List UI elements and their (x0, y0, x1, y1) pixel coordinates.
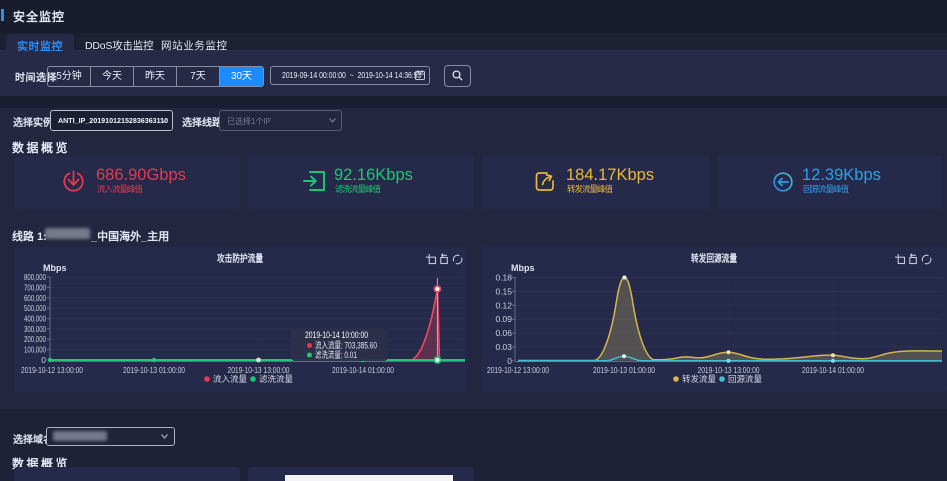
svg-text:Mbps: Mbps (511, 263, 535, 273)
svg-text:0.06: 0.06 (495, 328, 512, 338)
svg-text:转发回源流量: 转发回源流量 (691, 252, 737, 265)
svg-text:2019-10-14 01:00:00: 2019-10-14 01:00:00 (802, 365, 864, 375)
svg-text:2019-10-13 13:00:00: 2019-10-13 13:00:00 (228, 365, 290, 375)
svg-text:转发流量: 转发流量 (682, 374, 716, 384)
svg-text:200,000: 200,000 (24, 334, 46, 344)
svg-text:滤洗流量: 滤洗流量 (259, 374, 293, 384)
svg-text:700,000: 700,000 (24, 282, 46, 292)
svg-text:回源流量: 回源流量 (728, 374, 762, 384)
svg-text:400,000: 400,000 (24, 314, 46, 324)
svg-text:800,000: 800,000 (24, 272, 46, 282)
svg-text:攻击防护流量: 攻击防护流量 (217, 252, 263, 265)
svg-text:0.12: 0.12 (495, 300, 512, 310)
svg-text:流入流量: 流入流量 (213, 374, 247, 384)
svg-text:0.15: 0.15 (495, 286, 512, 296)
svg-text:Mbps: Mbps (43, 263, 67, 273)
svg-text:0: 0 (507, 356, 512, 366)
svg-text:2019-10-12 13:00:00: 2019-10-12 13:00:00 (487, 365, 549, 375)
svg-text:2019-10-13 01:00:00: 2019-10-13 01:00:00 (593, 365, 655, 375)
svg-text:2019-10-14 10:00:00: 2019-10-14 10:00:00 (305, 330, 368, 340)
svg-text:0: 0 (41, 355, 46, 365)
svg-text:500,000: 500,000 (24, 303, 46, 313)
svg-text:300,000: 300,000 (24, 324, 46, 334)
svg-text:0.18: 0.18 (495, 273, 512, 283)
svg-text:2019-10-12 13:00:00: 2019-10-12 13:00:00 (21, 365, 83, 375)
svg-text:600,000: 600,000 (24, 293, 46, 303)
svg-text:2019-10-14 01:00:00: 2019-10-14 01:00:00 (332, 365, 394, 375)
svg-text:2019-10-13 01:00:00: 2019-10-13 01:00:00 (123, 365, 185, 375)
svg-text:流入流量: 703,385.60: 流入流量: 703,385.60 (315, 340, 377, 351)
svg-text:2019-10-13 13:00:00: 2019-10-13 13:00:00 (698, 365, 760, 375)
svg-text:0.09: 0.09 (495, 314, 512, 324)
svg-text:100,000: 100,000 (24, 345, 46, 355)
svg-text:滤洗流量: 0.01: 滤洗流量: 0.01 (315, 349, 357, 360)
svg-text:0.03: 0.03 (495, 342, 512, 352)
